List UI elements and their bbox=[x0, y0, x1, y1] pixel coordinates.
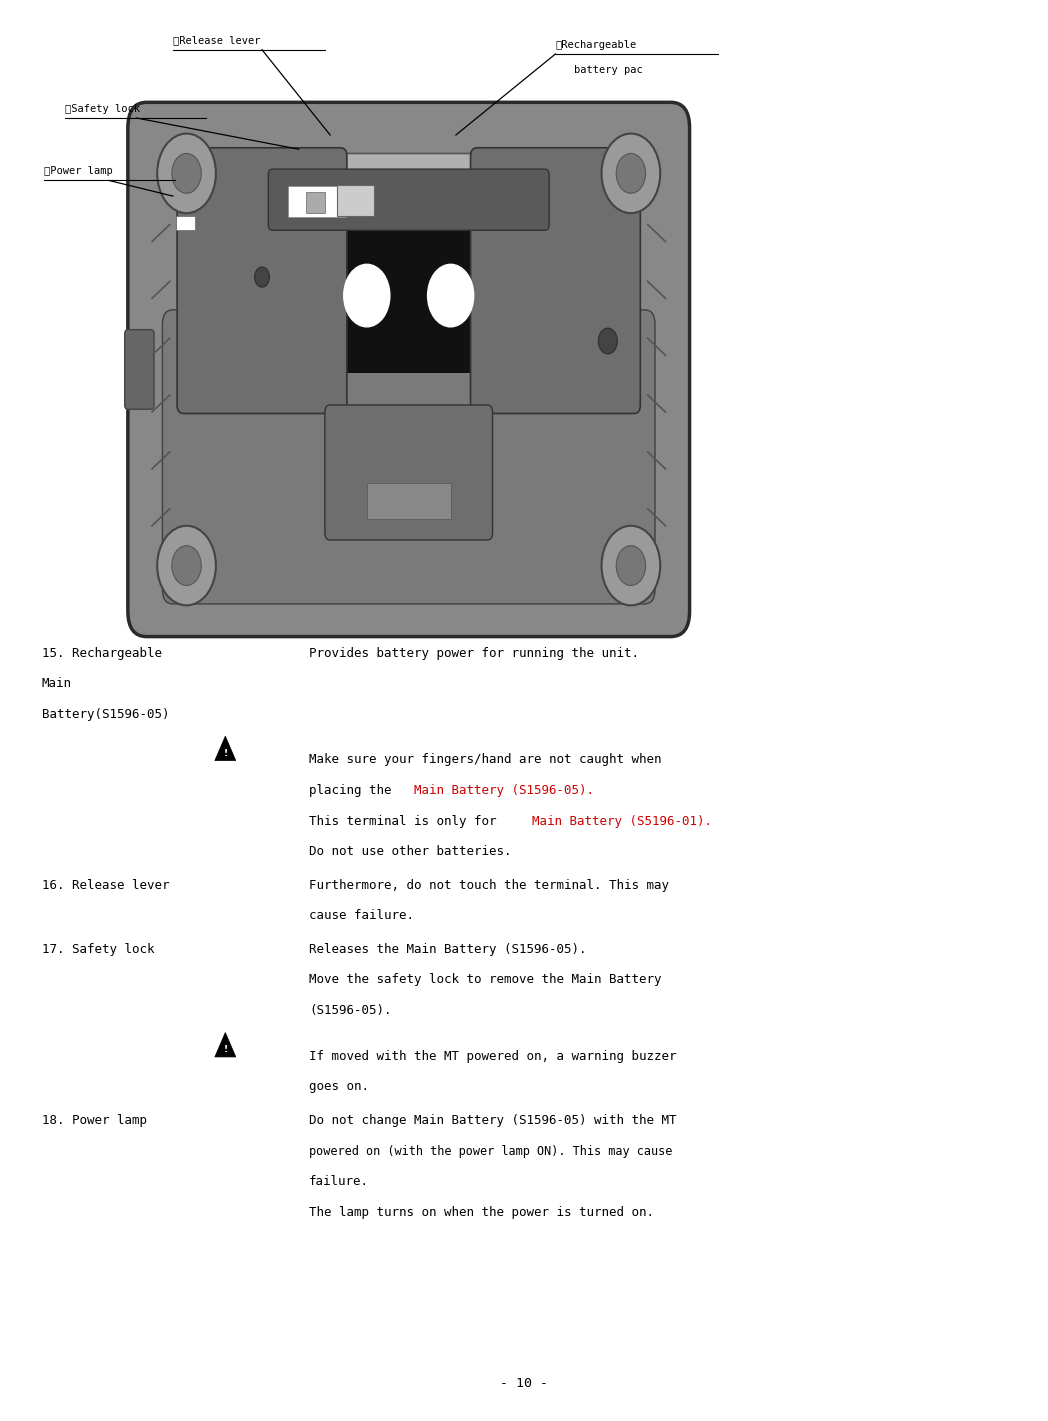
Circle shape bbox=[602, 526, 660, 605]
Line: 2 pts: 2 pts bbox=[648, 281, 665, 298]
Text: This terminal is only for: This terminal is only for bbox=[309, 814, 504, 827]
Point bbox=[146, 404, 158, 421]
Line: 2 pts: 2 pts bbox=[152, 395, 170, 412]
FancyBboxPatch shape bbox=[471, 148, 640, 414]
Point bbox=[659, 347, 672, 364]
Circle shape bbox=[344, 264, 390, 327]
Point bbox=[163, 216, 176, 233]
Text: 18. Power lamp: 18. Power lamp bbox=[42, 1114, 147, 1127]
Text: 17. Safety lock: 17. Safety lock bbox=[42, 944, 154, 956]
Line: 2 pts: 2 pts bbox=[648, 225, 665, 242]
Point bbox=[146, 233, 158, 250]
Text: Main Battery (S5196-01).: Main Battery (S5196-01). bbox=[532, 814, 713, 827]
Text: Do not use other batteries.: Do not use other batteries. bbox=[309, 845, 511, 858]
Point bbox=[659, 290, 672, 307]
Text: Main: Main bbox=[42, 676, 72, 691]
Point bbox=[163, 500, 176, 517]
Circle shape bbox=[602, 134, 660, 213]
Text: powered on (with the power lamp ON). This may cause: powered on (with the power lamp ON). Thi… bbox=[309, 1144, 673, 1158]
Line: 2 pts: 2 pts bbox=[152, 281, 170, 298]
Circle shape bbox=[157, 134, 216, 213]
Text: Do not change Main Battery (S1596-05) with the MT: Do not change Main Battery (S1596-05) wi… bbox=[309, 1114, 677, 1127]
Point bbox=[659, 460, 672, 477]
Line: 2 pts: 2 pts bbox=[648, 452, 665, 469]
Point bbox=[641, 216, 654, 233]
Point bbox=[641, 500, 654, 517]
Text: - 10 -: - 10 - bbox=[500, 1377, 548, 1390]
Line: 2 pts: 2 pts bbox=[152, 225, 170, 242]
Bar bbox=[176, 216, 195, 230]
Text: cause failure.: cause failure. bbox=[309, 909, 414, 922]
Text: ⑤Power lamp: ⑤Power lamp bbox=[44, 166, 113, 176]
FancyBboxPatch shape bbox=[268, 169, 549, 230]
Point bbox=[146, 347, 158, 364]
Text: ③Release lever: ③Release lever bbox=[173, 36, 260, 45]
Point bbox=[146, 517, 158, 534]
Point bbox=[163, 273, 176, 290]
Text: goes on.: goes on. bbox=[309, 1080, 369, 1093]
Point bbox=[659, 233, 672, 250]
Circle shape bbox=[428, 264, 474, 327]
Text: Furthermore, do not touch the terminal. This may: Furthermore, do not touch the terminal. … bbox=[309, 878, 670, 892]
Line: 2 pts: 2 pts bbox=[648, 395, 665, 412]
FancyBboxPatch shape bbox=[162, 310, 655, 604]
FancyBboxPatch shape bbox=[220, 153, 597, 246]
Circle shape bbox=[616, 153, 646, 193]
Polygon shape bbox=[215, 736, 236, 760]
Text: If moved with the MT powered on, a warning buzzer: If moved with the MT powered on, a warni… bbox=[309, 1050, 677, 1063]
Text: 16. Release lever: 16. Release lever bbox=[42, 878, 170, 892]
Line: 2 pts: 2 pts bbox=[648, 338, 665, 355]
Bar bbox=[367, 483, 451, 519]
Text: Make sure your fingers/hand are not caught when: Make sure your fingers/hand are not caug… bbox=[309, 753, 661, 766]
Point bbox=[163, 443, 176, 460]
Line: 2 pts: 2 pts bbox=[152, 338, 170, 355]
Line: 2 pts: 2 pts bbox=[152, 509, 170, 526]
Point bbox=[641, 443, 654, 460]
Bar bbox=[337, 185, 374, 216]
Text: !: ! bbox=[223, 749, 227, 757]
Text: The lamp turns on when the power is turned on.: The lamp turns on when the power is turn… bbox=[309, 1205, 654, 1219]
Text: (S1596-05).: (S1596-05). bbox=[309, 1005, 392, 1017]
Text: placing the: placing the bbox=[309, 784, 399, 797]
Text: !: ! bbox=[223, 1044, 227, 1054]
Point bbox=[659, 404, 672, 421]
Point bbox=[641, 387, 654, 404]
Text: ④Rechargeable: ④Rechargeable bbox=[555, 40, 637, 50]
Circle shape bbox=[172, 546, 201, 585]
Line: 2 pts: 2 pts bbox=[152, 452, 170, 469]
Text: Provides battery power for running the unit.: Provides battery power for running the u… bbox=[309, 647, 639, 659]
Point bbox=[146, 460, 158, 477]
Text: battery pac: battery pac bbox=[574, 65, 643, 75]
Text: Move the safety lock to remove the Main Battery: Move the safety lock to remove the Main … bbox=[309, 973, 661, 986]
Line: 2 pts: 2 pts bbox=[648, 509, 665, 526]
Bar bbox=[288, 186, 346, 217]
Text: failure.: failure. bbox=[309, 1175, 369, 1188]
Circle shape bbox=[157, 526, 216, 605]
FancyBboxPatch shape bbox=[325, 405, 493, 540]
Text: Main Battery (S1596-05).: Main Battery (S1596-05). bbox=[414, 784, 594, 797]
Bar bbox=[306, 192, 325, 213]
Point bbox=[659, 517, 672, 534]
FancyBboxPatch shape bbox=[234, 225, 584, 372]
Text: 15. Rechargeable: 15. Rechargeable bbox=[42, 647, 162, 659]
Circle shape bbox=[616, 546, 646, 585]
FancyBboxPatch shape bbox=[128, 102, 690, 637]
Text: Releases the Main Battery (S1596-05).: Releases the Main Battery (S1596-05). bbox=[309, 944, 587, 956]
Point bbox=[163, 387, 176, 404]
Circle shape bbox=[255, 267, 269, 287]
Text: ②Safety lock: ②Safety lock bbox=[65, 104, 140, 114]
Point bbox=[146, 290, 158, 307]
FancyBboxPatch shape bbox=[177, 148, 347, 414]
Circle shape bbox=[172, 153, 201, 193]
Point bbox=[163, 330, 176, 347]
Polygon shape bbox=[215, 1033, 236, 1057]
FancyBboxPatch shape bbox=[125, 330, 154, 409]
Point bbox=[641, 273, 654, 290]
Point bbox=[641, 330, 654, 347]
Text: Battery(S1596-05): Battery(S1596-05) bbox=[42, 708, 170, 720]
Circle shape bbox=[598, 328, 617, 354]
